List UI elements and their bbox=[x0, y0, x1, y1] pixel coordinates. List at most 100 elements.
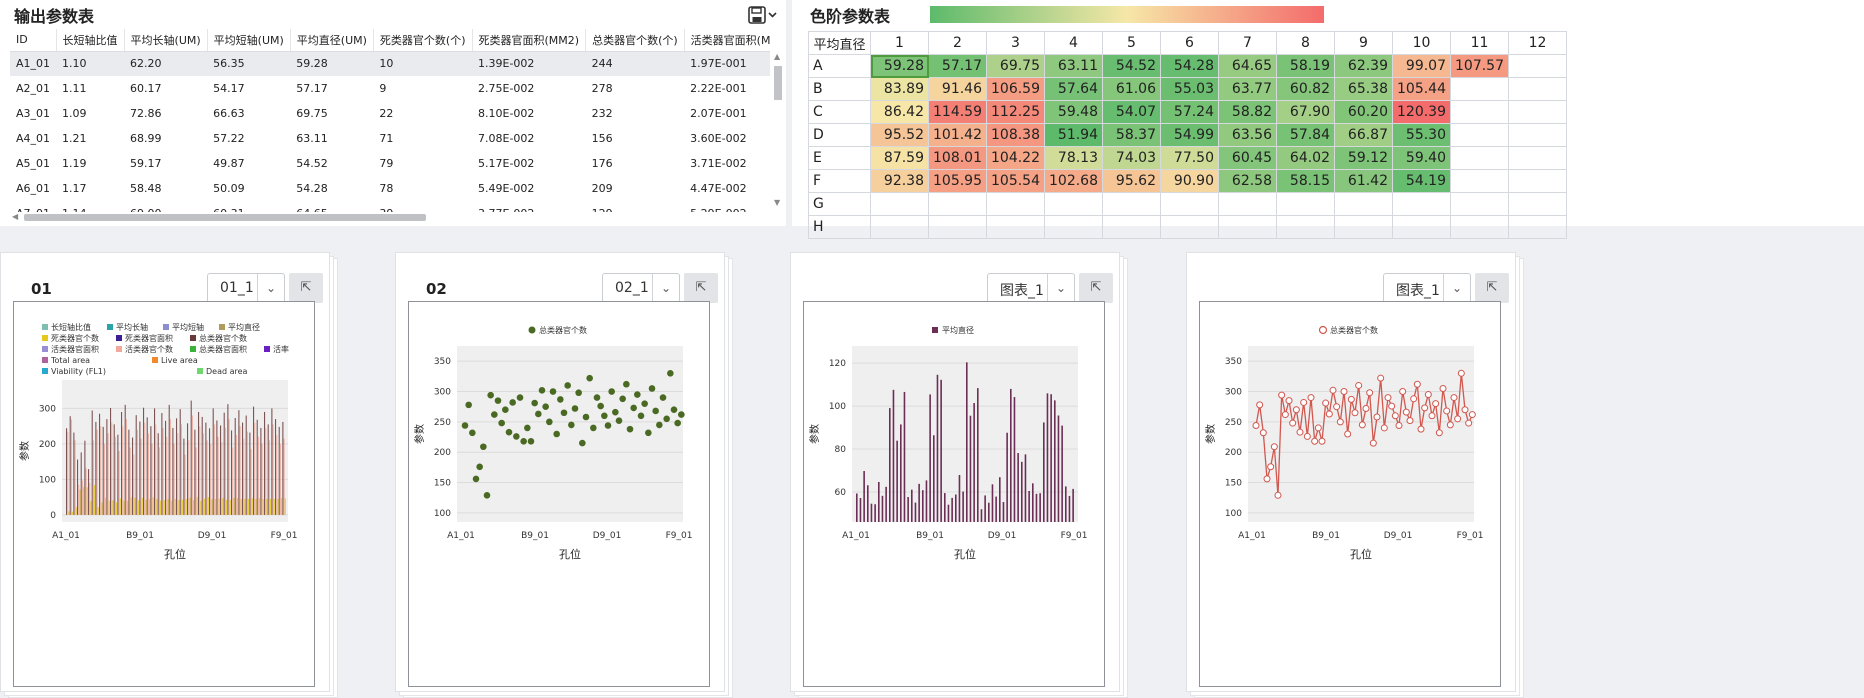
color-cell[interactable]: 101.42 bbox=[928, 123, 987, 147]
color-cell[interactable] bbox=[1508, 169, 1567, 193]
color-cell[interactable] bbox=[1392, 192, 1451, 216]
color-cell[interactable] bbox=[928, 215, 987, 239]
vertical-scrollbar[interactable]: ▲ ▼ bbox=[774, 52, 782, 207]
chart-select[interactable]: 02_1 ⌄ bbox=[602, 273, 680, 303]
color-cell[interactable]: 91.46 bbox=[928, 77, 987, 101]
color-cell[interactable]: 59.28 bbox=[870, 54, 929, 78]
color-cell[interactable]: 92.38 bbox=[870, 169, 929, 193]
column-header[interactable]: 平均直径(UM) bbox=[290, 29, 374, 52]
color-cell[interactable]: 59.48 bbox=[1044, 100, 1103, 124]
horizontal-scrollbar[interactable]: ◀ bbox=[12, 212, 772, 224]
color-cell[interactable]: 64.65 bbox=[1218, 54, 1277, 78]
color-cell[interactable]: 57.17 bbox=[928, 54, 987, 78]
color-cell[interactable]: 61.42 bbox=[1334, 169, 1393, 193]
chart-select[interactable]: 图表_1 ⌄ bbox=[1383, 273, 1471, 303]
color-cell[interactable] bbox=[1160, 215, 1219, 239]
color-cell[interactable]: 59.12 bbox=[1334, 146, 1393, 170]
color-cell[interactable]: 57.24 bbox=[1160, 100, 1219, 124]
column-header[interactable]: 活类器官面积(MM2) bbox=[684, 29, 770, 52]
chevron-down-icon[interactable]: ⌄ bbox=[1047, 274, 1074, 302]
color-cell[interactable]: 61.06 bbox=[1102, 77, 1161, 101]
color-cell[interactable]: 63.56 bbox=[1218, 123, 1277, 147]
external-link-icon[interactable]: ⇱ bbox=[1475, 273, 1509, 303]
color-cell[interactable] bbox=[1508, 123, 1567, 147]
color-cell[interactable]: 57.84 bbox=[1276, 123, 1335, 147]
color-cell[interactable] bbox=[1450, 100, 1509, 124]
color-cell[interactable]: 108.38 bbox=[986, 123, 1045, 147]
color-cell[interactable] bbox=[986, 215, 1045, 239]
chart-select[interactable]: 图表_1 ⌄ bbox=[987, 273, 1075, 303]
chevron-down-icon[interactable]: ⌄ bbox=[652, 274, 679, 302]
color-cell[interactable]: 105.54 bbox=[986, 169, 1045, 193]
color-cell[interactable] bbox=[1450, 123, 1509, 147]
column-header[interactable]: 死类器官个数(个) bbox=[373, 29, 473, 52]
color-cell[interactable] bbox=[1218, 192, 1277, 216]
color-cell[interactable]: 55.30 bbox=[1392, 123, 1451, 147]
color-cell[interactable]: 58.15 bbox=[1276, 169, 1335, 193]
color-cell[interactable]: 102.68 bbox=[1044, 169, 1103, 193]
table-row[interactable]: A1_01 1.10 62.20 56.35 59.28 10 1.39E-002 244 1.… bbox=[10, 51, 770, 76]
color-cell[interactable] bbox=[1450, 192, 1509, 216]
column-header[interactable]: ID bbox=[10, 29, 57, 52]
color-cell[interactable] bbox=[1044, 215, 1103, 239]
color-cell[interactable] bbox=[1508, 215, 1567, 239]
color-cell[interactable] bbox=[870, 192, 929, 216]
color-cell[interactable] bbox=[1450, 77, 1509, 101]
color-cell[interactable]: 114.59 bbox=[928, 100, 987, 124]
color-cell[interactable]: 66.87 bbox=[1334, 123, 1393, 147]
color-cell[interactable] bbox=[1334, 215, 1393, 239]
color-cell[interactable]: 62.58 bbox=[1218, 169, 1277, 193]
color-cell[interactable]: 54.07 bbox=[1102, 100, 1161, 124]
color-cell[interactable]: 58.37 bbox=[1102, 123, 1161, 147]
column-header[interactable]: 平均长轴(UM) bbox=[124, 29, 208, 52]
color-cell[interactable] bbox=[1508, 146, 1567, 170]
color-cell[interactable]: 60.45 bbox=[1218, 146, 1277, 170]
color-cell[interactable]: 104.22 bbox=[986, 146, 1045, 170]
color-cell[interactable]: 120.39 bbox=[1392, 100, 1451, 124]
color-cell[interactable] bbox=[870, 215, 929, 239]
color-cell[interactable] bbox=[1102, 215, 1161, 239]
color-cell[interactable] bbox=[986, 192, 1045, 216]
color-cell[interactable]: 86.42 bbox=[870, 100, 929, 124]
color-cell[interactable]: 95.62 bbox=[1102, 169, 1161, 193]
color-cell[interactable] bbox=[1160, 192, 1219, 216]
color-cell[interactable]: 74.03 bbox=[1102, 146, 1161, 170]
color-cell[interactable]: 58.19 bbox=[1276, 54, 1335, 78]
color-cell[interactable]: 69.75 bbox=[986, 54, 1045, 78]
color-cell[interactable] bbox=[1334, 192, 1393, 216]
color-cell[interactable]: 63.11 bbox=[1044, 54, 1103, 78]
color-cell[interactable]: 99.07 bbox=[1392, 54, 1451, 78]
color-cell[interactable]: 90.90 bbox=[1160, 169, 1219, 193]
color-cell[interactable]: 67.90 bbox=[1276, 100, 1335, 124]
table-row[interactable]: A4_01 1.21 68.99 57.22 63.11 71 7.08E-002 156 3.… bbox=[10, 126, 770, 151]
color-cell[interactable] bbox=[1276, 215, 1335, 239]
color-cell[interactable]: 64.02 bbox=[1276, 146, 1335, 170]
column-header[interactable]: 总类器官个数(个) bbox=[585, 29, 685, 52]
column-header[interactable]: 死类器官面积(MM2) bbox=[472, 29, 587, 52]
color-cell[interactable]: 58.82 bbox=[1218, 100, 1277, 124]
color-cell[interactable]: 54.99 bbox=[1160, 123, 1219, 147]
table-row[interactable]: A5_01 1.19 59.17 49.87 54.52 79 5.17E-002 176 3.… bbox=[10, 151, 770, 176]
color-cell[interactable]: 77.50 bbox=[1160, 146, 1219, 170]
color-cell[interactable]: 87.59 bbox=[870, 146, 929, 170]
color-cell[interactable]: 54.19 bbox=[1392, 169, 1451, 193]
color-cell[interactable] bbox=[1276, 192, 1335, 216]
color-cell[interactable] bbox=[1102, 192, 1161, 216]
color-cell[interactable] bbox=[1392, 215, 1451, 239]
color-cell[interactable]: 62.39 bbox=[1334, 54, 1393, 78]
color-cell[interactable] bbox=[1218, 215, 1277, 239]
color-cell[interactable]: 54.52 bbox=[1102, 54, 1161, 78]
save-icon[interactable] bbox=[748, 5, 780, 27]
color-cell[interactable]: 108.01 bbox=[928, 146, 987, 170]
color-cell[interactable]: 60.20 bbox=[1334, 100, 1393, 124]
color-cell[interactable]: 65.38 bbox=[1334, 77, 1393, 101]
table-row[interactable]: A7_011.1469.0060.3164.65393.77E-0021295.… bbox=[10, 201, 770, 212]
color-cell[interactable]: 107.57 bbox=[1450, 54, 1509, 78]
color-cell[interactable] bbox=[928, 192, 987, 216]
color-cell[interactable] bbox=[1450, 215, 1509, 239]
external-link-icon[interactable]: ⇱ bbox=[684, 273, 718, 303]
column-header[interactable]: 长短轴比值 bbox=[56, 29, 125, 52]
external-link-icon[interactable]: ⇱ bbox=[289, 273, 323, 303]
color-cell[interactable] bbox=[1508, 54, 1567, 78]
color-cell[interactable]: 51.94 bbox=[1044, 123, 1103, 147]
